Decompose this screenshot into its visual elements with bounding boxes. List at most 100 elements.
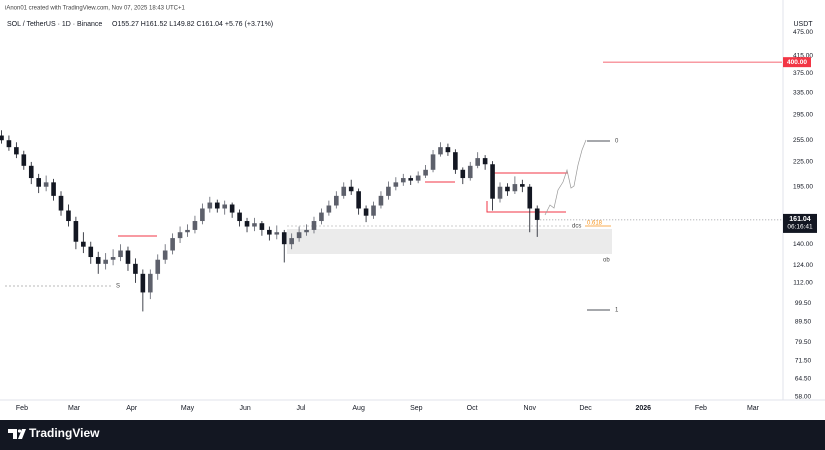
dcs-label: dcs (572, 224, 581, 230)
candle-body (155, 259, 161, 274)
candle-body (73, 221, 79, 242)
candle-body (334, 195, 339, 206)
candle-body (445, 147, 451, 153)
candle-body (356, 191, 361, 209)
candle-body (304, 229, 309, 233)
candle-body (408, 178, 414, 181)
countdown: 06:16:41 (787, 224, 813, 231)
candle-body (200, 208, 205, 222)
candle-body (482, 158, 488, 165)
candle-body (14, 147, 19, 155)
candle-body (438, 147, 443, 155)
logo (8, 429, 26, 439)
candle-body (51, 182, 56, 196)
y-tick-label: 89.50 (795, 318, 812, 325)
y-tick-label: 58.00 (795, 394, 812, 401)
price-line-label: 400.00 (787, 59, 807, 66)
candle-body (28, 165, 34, 179)
candle-body (147, 273, 153, 293)
candle-body (125, 250, 131, 264)
y-tick-label: 375.00 (793, 70, 813, 77)
price-line-label-box (783, 57, 811, 68)
candle-body (95, 257, 101, 264)
candle-body (505, 186, 510, 192)
x-tick-label: Aug (352, 405, 365, 412)
y-tick-label: 64.50 (795, 375, 812, 382)
background (0, 0, 825, 420)
candle-body (326, 205, 332, 213)
y-tick-label: 415.00 (793, 52, 813, 59)
fib-label: 0.618 (587, 221, 603, 227)
y-tick-label: 79.50 (795, 339, 812, 346)
candle-body (185, 229, 190, 233)
candle-body (140, 273, 146, 293)
x-tick-label: Feb (16, 405, 28, 412)
candle-body (192, 221, 198, 230)
candle-body (81, 241, 86, 247)
candle-body (252, 223, 257, 227)
brand: TradingView (29, 426, 100, 440)
x-tick-label: May (181, 405, 195, 412)
projection-path (544, 139, 587, 216)
candle-body (341, 186, 347, 196)
candle-body (66, 210, 71, 222)
logo-dot (17, 429, 22, 433)
y-tick-label: 140.00 (793, 241, 813, 248)
candle-body (110, 257, 116, 260)
candle-body (460, 169, 466, 179)
candle-body (289, 238, 294, 245)
candle-body (296, 232, 302, 239)
candle-body (490, 164, 495, 199)
y-tick-label: 335.00 (793, 90, 813, 97)
candle-body (475, 158, 480, 166)
candle-body (453, 152, 458, 170)
last-price-label: 161.04 (789, 216, 811, 223)
candle-body (214, 202, 220, 209)
candle-body (527, 186, 533, 209)
candle-body (6, 140, 12, 148)
candle-body (21, 154, 27, 166)
y-tick-label: 112.00 (793, 280, 813, 287)
candle-body (393, 182, 399, 187)
candle-body (103, 259, 108, 264)
ob-label: ob (603, 258, 610, 264)
y-tick-label: 195.00 (793, 183, 813, 190)
candle-body (467, 165, 473, 179)
symbol-title: SOL / TetherUS · 1D · Binance (7, 21, 102, 28)
candle-body (133, 263, 138, 274)
x-tick-label: Nov (524, 405, 537, 412)
candle-body (423, 169, 428, 176)
x-tick-label: 2026 (635, 405, 651, 412)
plot: 475.00 415.00 375.00 335.00 295.00 255.00 225.… (0, 29, 817, 412)
candle-body (244, 221, 250, 227)
candle-body (400, 178, 406, 183)
y-tick-label: 71.50 (795, 357, 812, 364)
one-label: 1 (615, 308, 619, 314)
candle-body (363, 208, 369, 216)
ob-zone (287, 229, 612, 254)
candle-body (88, 246, 94, 258)
y-tick-label: 124.00 (793, 262, 813, 269)
candle-body (378, 195, 384, 206)
candle-body (520, 184, 525, 187)
candle-body (207, 202, 213, 209)
candle-body (281, 232, 287, 245)
x-tick-label: Apr (126, 405, 138, 412)
candle-body (237, 212, 242, 222)
candle-body (311, 221, 317, 230)
candle-body (319, 212, 324, 222)
x-tick-label: Sep (410, 405, 423, 412)
y-tick-label: 225.00 (793, 159, 813, 166)
candle-body (371, 205, 376, 216)
candle-body (58, 195, 64, 211)
candle-body (512, 184, 518, 192)
y-tick-label: 475.00 (793, 29, 813, 36)
last-price-box (783, 213, 817, 233)
candle-body (162, 250, 168, 260)
candle-body (497, 186, 503, 199)
x-tick-label: Dec (579, 405, 592, 412)
candle-body (267, 229, 272, 235)
y-tick-label: 295.00 (793, 112, 813, 119)
candle-body (36, 178, 41, 187)
